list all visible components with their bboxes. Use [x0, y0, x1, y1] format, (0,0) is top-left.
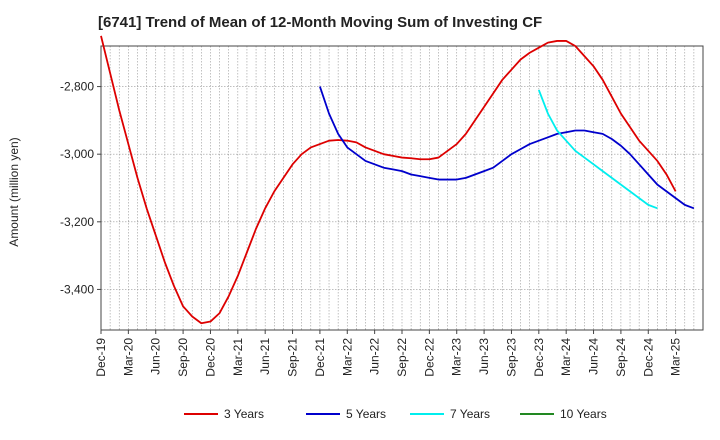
x-tick-label: Dec-19 — [94, 338, 108, 377]
x-tick-label: Sep-22 — [395, 338, 409, 377]
chart-title: [6741] Trend of Mean of 12-Month Moving … — [98, 14, 543, 31]
series-line-3-years — [100, 35, 677, 325]
series-line-5-years — [319, 86, 695, 210]
x-tick-label: Mar-22 — [340, 338, 354, 376]
plot-layer: -2,800 -3,000 -3,200 -3,400 Dec-19 Mar-20 Jun-… — [60, 35, 704, 377]
y-tick-label: -3,400 — [60, 282, 94, 296]
x-tick-label: Jun-20 — [149, 338, 163, 375]
series-line-7-years — [537, 89, 658, 210]
legend-label: 10 Years — [560, 407, 607, 421]
x-tick-label: Mar-23 — [450, 338, 464, 376]
y-tick-label: -3,000 — [60, 147, 94, 161]
x-tick-label: Dec-20 — [203, 338, 217, 377]
y-tick-label: -3,200 — [60, 215, 94, 229]
x-tick-label: Jun-21 — [258, 338, 272, 375]
x-tick-label: Dec-21 — [313, 338, 327, 377]
legend-label: 5 Years — [346, 407, 386, 421]
legend: 3 Years 5 Years 7 Years 10 Years — [184, 407, 607, 421]
x-tick-label: Jun-22 — [368, 338, 382, 375]
x-tick-label: Mar-24 — [559, 338, 573, 376]
x-tick-label: Sep-21 — [286, 338, 300, 377]
legend-label: 3 Years — [224, 407, 264, 421]
x-tick-label: Mar-21 — [231, 338, 245, 376]
x-tick-label: Jun-24 — [587, 338, 601, 375]
x-tick-label: Mar-25 — [669, 338, 683, 376]
x-tick-label: Mar-20 — [121, 338, 135, 376]
legend-label: 7 Years — [450, 407, 490, 421]
x-tick-label: Jun-23 — [477, 338, 491, 375]
x-tick-label: Sep-23 — [504, 338, 518, 377]
x-tick-label: Sep-24 — [614, 338, 628, 377]
x-tick-label: Dec-23 — [532, 338, 546, 377]
x-tick-label: Sep-20 — [176, 338, 190, 377]
y-axis-title: Amount (million yen) — [7, 137, 21, 246]
x-tick-label: Dec-22 — [422, 338, 436, 377]
y-tick-label: -2,800 — [60, 80, 94, 94]
x-tick-label: Dec-24 — [641, 338, 655, 377]
